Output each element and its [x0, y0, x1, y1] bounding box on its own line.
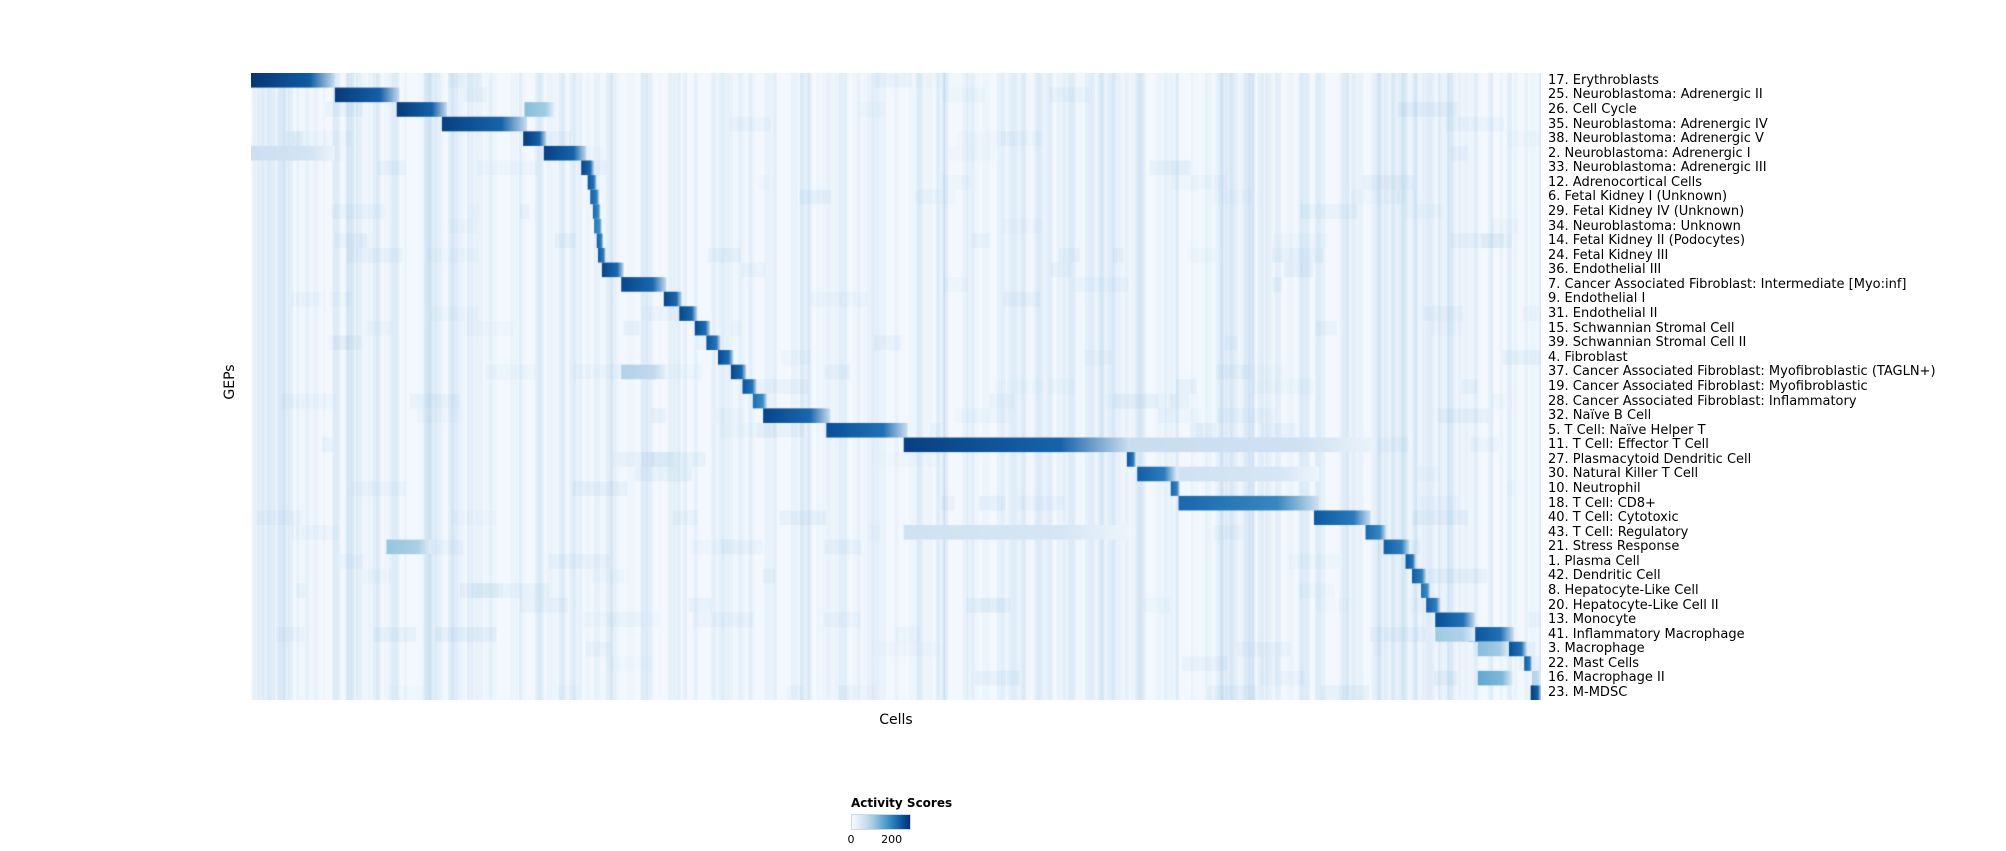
row-label: 34. Neuroblastoma: Unknown [1548, 218, 1741, 234]
legend-ticks: 0 200 [847, 833, 909, 847]
row-label: 41. Inflammatory Macrophage [1548, 626, 1745, 642]
row-label: 35. Neuroblastoma: Adrenergic IV [1548, 116, 1768, 132]
legend-title: Activity Scores [851, 796, 953, 810]
legend-tick-min: 0 [847, 833, 855, 846]
row-label: 21. Stress Response [1548, 539, 1680, 555]
row-label: 15. Schwannian Stromal Cell [1548, 320, 1735, 336]
row-label: 5. T Cell: Naïve Helper T [1548, 422, 1706, 438]
x-axis-label: Cells [879, 712, 913, 728]
row-label: 7. Cancer Associated Fibroblast: Interme… [1548, 276, 1907, 292]
row-label: 24. Fetal Kidney III [1548, 247, 1669, 263]
row-label: 28. Cancer Associated Fibroblast: Inflam… [1548, 393, 1857, 409]
row-label: 11. T Cell: Effector T Cell [1548, 437, 1709, 453]
heatmap-plot-area [251, 73, 1541, 700]
row-label: 36. Endothelial III [1548, 262, 1662, 278]
row-label: 4. Fibroblast [1548, 349, 1628, 365]
legend-colorbar [851, 814, 911, 830]
row-label: 25. Neuroblastoma: Adrenergic II [1548, 87, 1763, 103]
row-label: 43. T Cell: Regulatory [1548, 524, 1689, 540]
row-label: 37. Cancer Associated Fibroblast: Myofib… [1548, 364, 1936, 380]
row-label: 30. Natural Killer T Cell [1548, 466, 1699, 482]
row-label: 39. Schwannian Stromal Cell II [1548, 335, 1747, 351]
legend-tick-max: 200 [881, 833, 903, 846]
row-label: 42. Dendritic Cell [1548, 568, 1661, 584]
row-label: 19. Cancer Associated Fibroblast: Myofib… [1548, 378, 1868, 394]
row-label: 40. T Cell: Cytotoxic [1548, 510, 1679, 526]
row-label: 13. Monocyte [1548, 612, 1637, 628]
row-label: 31. Endothelial II [1548, 306, 1658, 322]
row-label: 22. Mast Cells [1548, 655, 1640, 671]
row-label: 8. Hepatocyte-Like Cell [1548, 583, 1699, 599]
row-label: 18. T Cell: CD8+ [1548, 495, 1656, 511]
row-label: 1. Plasma Cell [1548, 553, 1640, 569]
row-label: 10. Neutrophil [1548, 480, 1641, 496]
row-label: 26. Cell Cycle [1548, 101, 1637, 117]
row-label: 14. Fetal Kidney II (Podocytes) [1548, 233, 1746, 249]
row-labels: 17. Erythroblasts 25. Neuroblastoma: Adre… [1548, 73, 1988, 700]
row-label: 33. Neuroblastoma: Adrenergic III [1548, 160, 1767, 176]
row-label: 6. Fetal Kidney I (Unknown) [1548, 189, 1728, 205]
legend: Activity Scores 0 200 [847, 796, 953, 847]
row-label: 3. Macrophage [1548, 641, 1645, 657]
row-label: 17. Erythroblasts [1548, 72, 1659, 88]
row-label: 12. Adrenocortical Cells [1548, 174, 1703, 190]
row-label: 16. Macrophage II [1548, 670, 1665, 686]
row-label: 9. Endothelial I [1548, 291, 1646, 307]
row-label: 29. Fetal Kidney IV (Unknown) [1548, 203, 1745, 219]
y-axis-label: GEPs [222, 364, 238, 400]
row-label: 2. Neuroblastoma: Adrenergic I [1548, 145, 1751, 161]
row-label: 23. M-MDSC [1548, 685, 1628, 701]
row-label: 27. Plasmacytoid Dendritic Cell [1548, 451, 1752, 467]
row-label: 38. Neuroblastoma: Adrenergic V [1548, 131, 1764, 147]
row-label: 32. Naïve B Cell [1548, 408, 1652, 424]
row-label: 20. Hepatocyte-Like Cell II [1548, 597, 1719, 613]
